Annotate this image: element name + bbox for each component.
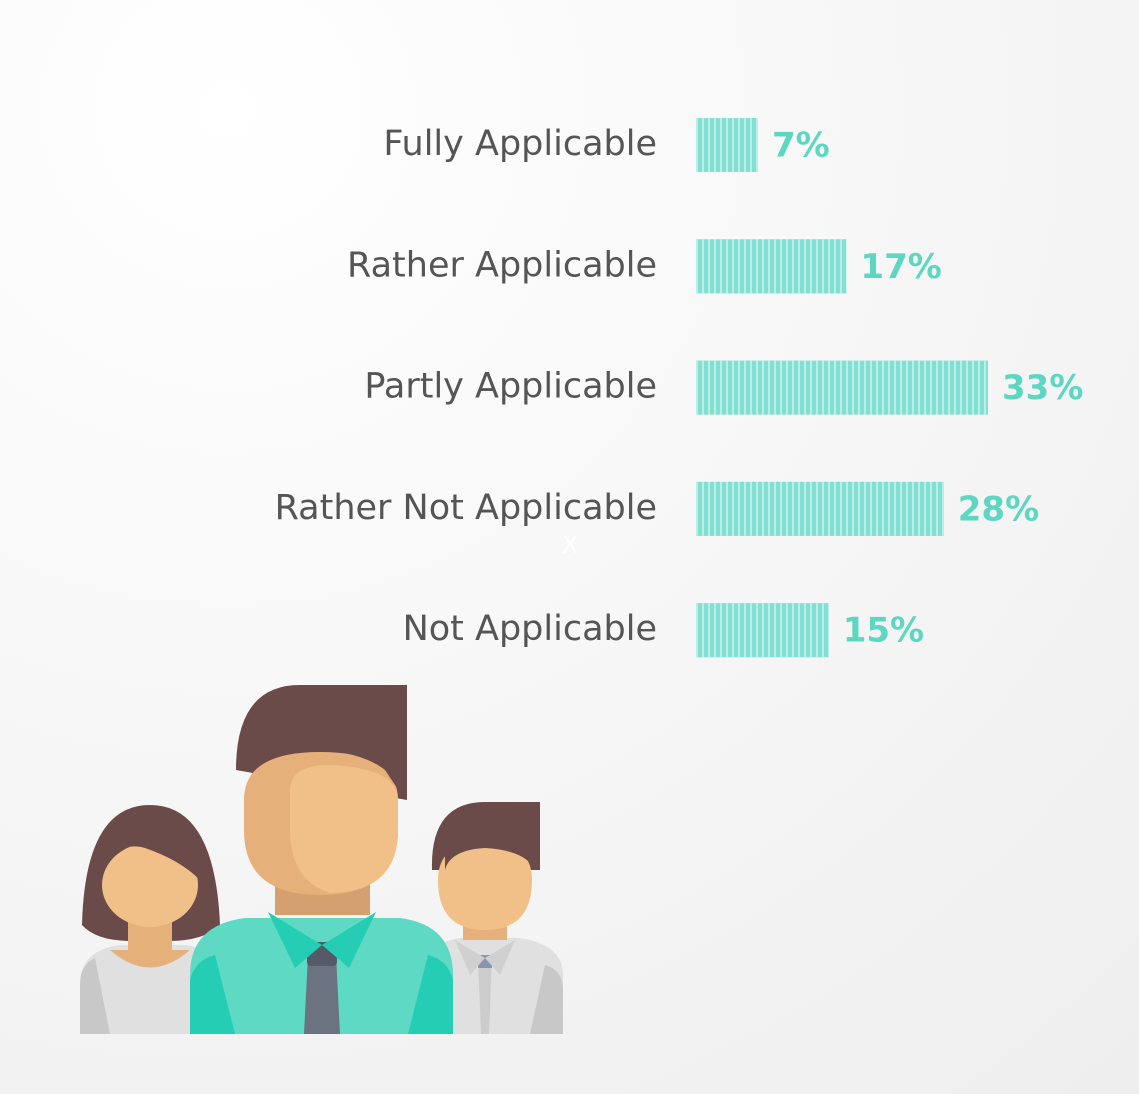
category-label: Partly Applicable xyxy=(364,367,657,407)
value-label: 33% xyxy=(1002,368,1083,408)
people-illustration xyxy=(80,685,563,1034)
value-label: 28% xyxy=(958,489,1039,529)
annotation: X xyxy=(562,531,578,559)
chart: Fully Applicable 7% Rather Applicable 17% Pa… xyxy=(275,118,1083,658)
value-label: 7% xyxy=(772,126,830,166)
bar-texture xyxy=(696,360,988,415)
bar-texture xyxy=(696,603,829,658)
value-label: 15% xyxy=(843,611,924,651)
category-label: Rather Applicable xyxy=(347,245,657,285)
bar-texture xyxy=(696,481,944,536)
bar-texture xyxy=(696,118,758,172)
category-label: Fully Applicable xyxy=(383,124,657,164)
value-label: 17% xyxy=(860,247,941,287)
category-label: Not Applicable xyxy=(403,609,657,649)
category-label: Rather Not Applicable xyxy=(275,488,657,528)
bar-texture xyxy=(696,239,847,294)
